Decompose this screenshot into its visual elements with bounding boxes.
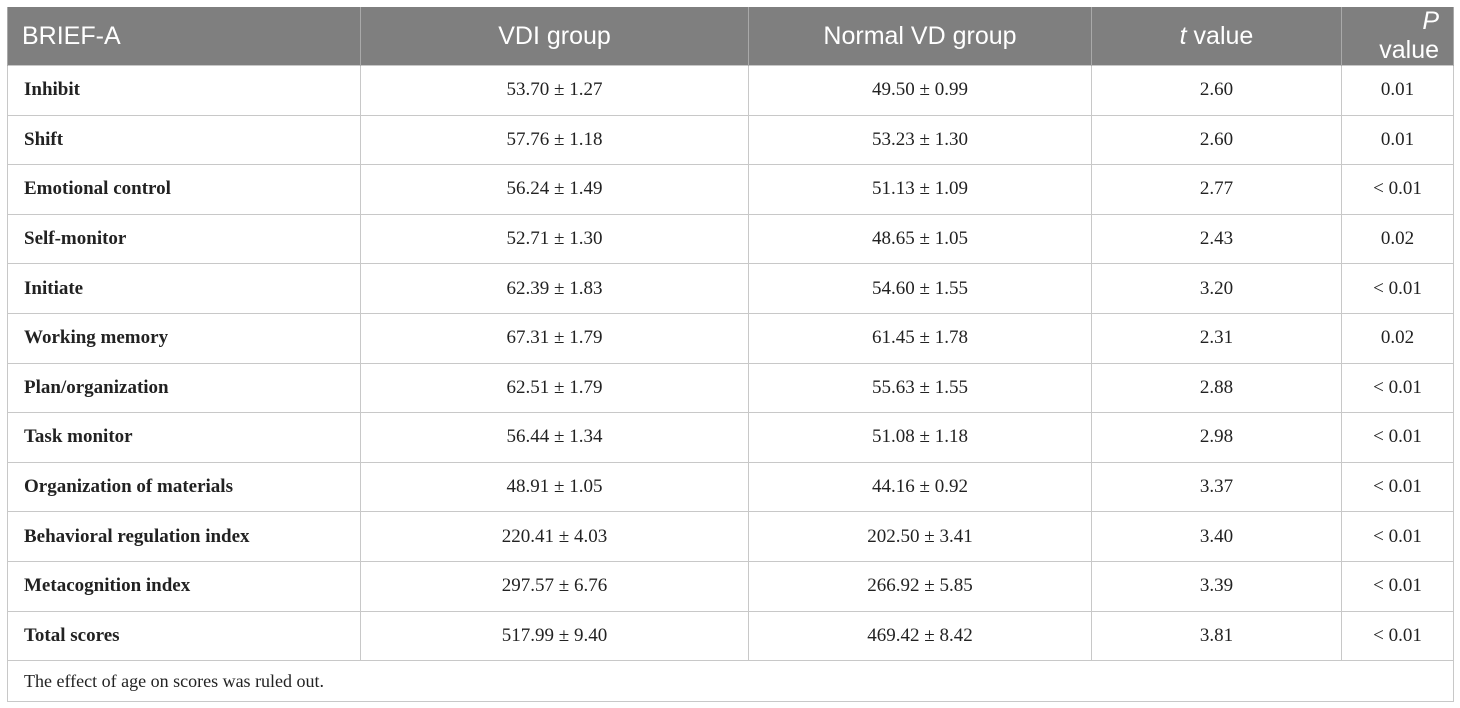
cell-p-value: < 0.01 — [1341, 610, 1454, 662]
cell-normal-vd-group: 51.08 ± 1.18 — [748, 412, 1092, 463]
cell-vdi-group: 67.31 ± 1.79 — [360, 312, 749, 364]
cell-vdi-group: 52.71 ± 1.30 — [360, 213, 749, 265]
table-row: Behavioral regulation index 220.41 ± 4.03… — [7, 511, 1454, 562]
cell-vdi-group: 48.91 ± 1.05 — [360, 461, 749, 513]
table-row: Working memory 67.31 ± 1.79 61.45 ± 1.78 2.… — [7, 312, 1454, 364]
cell-p-value: < 0.01 — [1341, 511, 1454, 562]
cell-normal-vd-group: 49.50 ± 0.99 — [748, 65, 1092, 116]
cell-normal-vd-group: 55.63 ± 1.55 — [748, 362, 1092, 414]
cell-normal-vd-group: 44.16 ± 0.92 — [748, 461, 1092, 513]
cell-t-value: 3.20 — [1091, 263, 1342, 314]
cell-vdi-group: 56.44 ± 1.34 — [360, 412, 749, 463]
table-row: Plan/organization 62.51 ± 1.79 55.63 ± 1.5… — [7, 362, 1454, 414]
table-row: Metacognition index 297.57 ± 6.76 266.92 ±… — [7, 560, 1454, 612]
cell-p-value: < 0.01 — [1341, 263, 1454, 314]
cell-normal-vd-group: 266.92 ± 5.85 — [748, 560, 1092, 612]
cell-t-value: 2.60 — [1091, 114, 1342, 166]
cell-normal-vd-group: 469.42 ± 8.42 — [748, 610, 1092, 662]
header-p-value: P value — [1341, 7, 1454, 66]
header-row: BRIEF-A VDI group Normal VD group t valu… — [7, 7, 1454, 66]
table-body: Inhibit 53.70 ± 1.27 49.50 ± 0.99 2.60 0.01 S… — [7, 65, 1454, 662]
row-label: Emotional control — [7, 164, 361, 215]
table-row: Self-monitor 52.71 ± 1.30 48.65 ± 1.05 2.43… — [7, 213, 1454, 265]
row-label: Metacognition index — [7, 560, 361, 612]
table-row: Inhibit 53.70 ± 1.27 49.50 ± 0.99 2.60 0.01 — [7, 65, 1454, 116]
cell-p-value: < 0.01 — [1341, 461, 1454, 513]
row-label: Task monitor — [7, 412, 361, 463]
cell-p-value: < 0.01 — [1341, 412, 1454, 463]
row-label: Self-monitor — [7, 213, 361, 265]
cell-p-value: < 0.01 — [1341, 560, 1454, 612]
table-header: BRIEF-A VDI group Normal VD group t valu… — [7, 7, 1454, 66]
cell-t-value: 2.60 — [1091, 65, 1342, 116]
cell-p-value: 0.02 — [1341, 213, 1454, 265]
cell-t-value: 2.77 — [1091, 164, 1342, 215]
table-row: Organization of materials 48.91 ± 1.05 44.… — [7, 461, 1454, 513]
footnote-row: The effect of age on scores was ruled ou… — [7, 660, 1454, 703]
cell-t-value: 2.31 — [1091, 312, 1342, 364]
cell-normal-vd-group: 202.50 ± 3.41 — [748, 511, 1092, 562]
cell-p-value: < 0.01 — [1341, 362, 1454, 414]
header-t-rest: value — [1186, 21, 1254, 50]
row-label: Shift — [7, 114, 361, 166]
cell-t-value: 2.43 — [1091, 213, 1342, 265]
cell-p-value: 0.02 — [1341, 312, 1454, 364]
table-row: Total scores 517.99 ± 9.40 469.42 ± 8.42 3.… — [7, 610, 1454, 662]
cell-t-value: 3.81 — [1091, 610, 1342, 662]
cell-normal-vd-group: 51.13 ± 1.09 — [748, 164, 1092, 215]
cell-normal-vd-group: 54.60 ± 1.55 — [748, 263, 1092, 314]
cell-t-value: 3.40 — [1091, 511, 1342, 562]
cell-vdi-group: 56.24 ± 1.49 — [360, 164, 749, 215]
cell-p-value: 0.01 — [1341, 114, 1454, 166]
row-label: Working memory — [7, 312, 361, 364]
row-label: Organization of materials — [7, 461, 361, 513]
header-brief-a: BRIEF-A — [7, 7, 361, 66]
row-label: Total scores — [7, 610, 361, 662]
cell-vdi-group: 297.57 ± 6.76 — [360, 560, 749, 612]
header-t-value: t value — [1091, 7, 1342, 66]
footnote: The effect of age on scores was ruled ou… — [7, 660, 1454, 703]
table-row: Task monitor 56.44 ± 1.34 51.08 ± 1.18 2.98… — [7, 412, 1454, 463]
cell-t-value: 3.37 — [1091, 461, 1342, 513]
cell-p-value: 0.01 — [1341, 65, 1454, 116]
row-label: Initiate — [7, 263, 361, 314]
cell-vdi-group: 62.39 ± 1.83 — [360, 263, 749, 314]
cell-t-value: 2.98 — [1091, 412, 1342, 463]
cell-p-value: < 0.01 — [1341, 164, 1454, 215]
table-row: Initiate 62.39 ± 1.83 54.60 ± 1.55 3.20 < 0.… — [7, 263, 1454, 314]
row-label: Plan/organization — [7, 362, 361, 414]
cell-normal-vd-group: 48.65 ± 1.05 — [748, 213, 1092, 265]
cell-vdi-group: 517.99 ± 9.40 — [360, 610, 749, 662]
cell-vdi-group: 220.41 ± 4.03 — [360, 511, 749, 562]
cell-t-value: 2.88 — [1091, 362, 1342, 414]
brief-a-results-table: BRIEF-A VDI group Normal VD group t valu… — [7, 7, 1454, 703]
cell-normal-vd-group: 53.23 ± 1.30 — [748, 114, 1092, 166]
header-p-rest: value — [1379, 36, 1439, 64]
header-normal-vd-group: Normal VD group — [748, 7, 1092, 66]
table-row: Emotional control 56.24 ± 1.49 51.13 ± 1.0… — [7, 164, 1454, 215]
row-label: Behavioral regulation index — [7, 511, 361, 562]
header-t-symbol: t — [1179, 21, 1187, 50]
results-table-container: BRIEF-A VDI group Normal VD group t valu… — [7, 7, 1454, 703]
cell-vdi-group: 57.76 ± 1.18 — [360, 114, 749, 166]
header-vdi-group: VDI group — [360, 7, 749, 66]
row-label: Inhibit — [7, 65, 361, 116]
header-p-symbol: P — [1422, 7, 1439, 35]
cell-vdi-group: 53.70 ± 1.27 — [360, 65, 749, 116]
cell-normal-vd-group: 61.45 ± 1.78 — [748, 312, 1092, 364]
cell-vdi-group: 62.51 ± 1.79 — [360, 362, 749, 414]
cell-t-value: 3.39 — [1091, 560, 1342, 612]
table-footer: The effect of age on scores was ruled ou… — [7, 660, 1454, 703]
table-row: Shift 57.76 ± 1.18 53.23 ± 1.30 2.60 0.01 — [7, 114, 1454, 166]
